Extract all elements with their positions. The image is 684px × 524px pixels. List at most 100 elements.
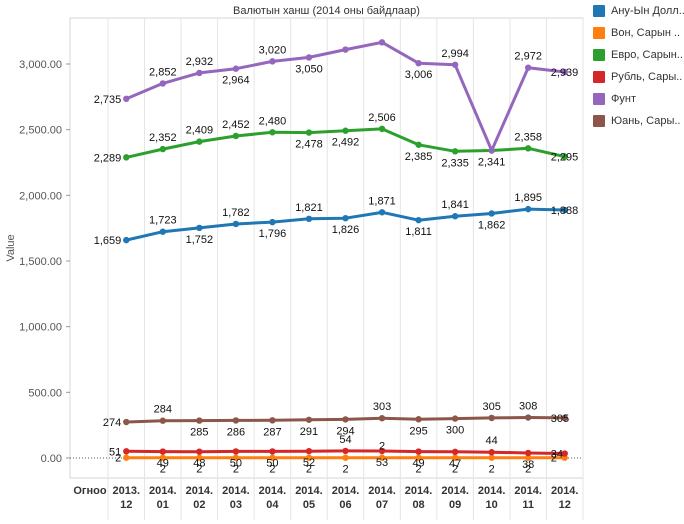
x-tick-label: 07 xyxy=(376,499,388,511)
data-point xyxy=(342,127,349,134)
data-point xyxy=(123,418,130,426)
data-label: 2 xyxy=(306,464,312,476)
data-label: 1,826 xyxy=(332,224,360,236)
data-point xyxy=(378,209,386,216)
data-label: 2 xyxy=(160,464,166,476)
x-tick-label: 2014. xyxy=(332,485,360,497)
data-point xyxy=(196,417,203,424)
legend-item[interactable]: Вон, Сарын .. xyxy=(590,22,684,44)
data-point xyxy=(342,447,349,455)
data-label: 2,852 xyxy=(149,66,177,78)
data-point xyxy=(232,220,240,228)
data-point xyxy=(488,449,495,456)
x-tick-label: 2014. xyxy=(295,485,323,497)
data-label: 49 xyxy=(412,458,424,470)
data-point xyxy=(123,454,130,461)
data-label: 3,006 xyxy=(405,69,433,81)
x-tick-label: 2014. xyxy=(368,485,396,497)
data-point xyxy=(378,125,386,133)
data-label: 48 xyxy=(193,458,205,470)
data-point xyxy=(415,416,422,423)
data-point xyxy=(415,454,422,461)
data-point xyxy=(561,414,568,422)
data-point xyxy=(342,214,349,222)
data-label: 1,895 xyxy=(514,192,542,204)
legend-item[interactable]: Евро, Сарын.. xyxy=(590,44,684,66)
data-point xyxy=(524,414,532,421)
data-point xyxy=(488,210,495,217)
data-point xyxy=(488,414,495,422)
data-label: 2 xyxy=(233,464,239,476)
data-label: 1,752 xyxy=(186,234,214,246)
data-point xyxy=(524,454,532,461)
data-point xyxy=(305,215,313,223)
data-point xyxy=(232,454,240,461)
x-tick-label: 2014. xyxy=(149,485,177,497)
y-tick-label: 1,000.00 xyxy=(19,322,62,334)
data-label: 1,862 xyxy=(478,219,506,231)
data-point xyxy=(232,132,240,140)
data-point xyxy=(524,64,532,71)
data-point xyxy=(196,224,203,232)
data-label: 2,506 xyxy=(368,112,396,124)
data-label: 1,659 xyxy=(94,235,122,247)
data-point xyxy=(269,454,276,461)
x-tick-label: 2014. xyxy=(441,485,469,497)
x-tick-label: 03 xyxy=(230,499,242,511)
x-tick-label: 02 xyxy=(193,499,205,511)
legend: Ану-Ын Долл.. Вон, Сарын .. Евро, Сарын.. Р… xyxy=(590,0,684,132)
data-label: 2 xyxy=(452,464,458,476)
data-label: 2 xyxy=(342,464,348,476)
legend-item[interactable]: Фунт xyxy=(590,88,684,110)
data-label: 305 xyxy=(482,401,500,413)
data-point xyxy=(415,448,422,455)
x-tick-label: 04 xyxy=(266,499,279,511)
data-point xyxy=(269,58,276,65)
data-point xyxy=(159,417,167,424)
data-point xyxy=(561,153,568,160)
data-point xyxy=(269,218,276,226)
data-point xyxy=(561,206,568,214)
data-label: 2 xyxy=(525,464,531,476)
data-label: 2,409 xyxy=(186,125,214,137)
x-tick-label: 2014. xyxy=(405,485,433,497)
data-label: 303 xyxy=(373,401,391,413)
data-label: 2 xyxy=(489,464,495,476)
data-point xyxy=(305,416,313,423)
data-point xyxy=(232,448,240,455)
x-tick-label: 12 xyxy=(120,499,132,511)
legend-swatch xyxy=(593,49,605,61)
y-tick-label: 0.00 xyxy=(41,453,62,465)
data-label: 52 xyxy=(303,457,315,469)
data-label: 2,295 xyxy=(551,152,579,164)
x-tick-label: 2014. xyxy=(186,485,214,497)
data-label: 1,871 xyxy=(368,195,396,207)
legend-item[interactable]: Юань, Сары.. xyxy=(590,110,684,132)
data-point xyxy=(123,154,130,161)
data-label: 50 xyxy=(230,457,242,469)
data-point xyxy=(196,454,203,461)
data-label: 49 xyxy=(157,458,169,470)
data-label: 2,452 xyxy=(222,119,250,131)
data-label: 291 xyxy=(300,426,318,438)
data-label: 1,821 xyxy=(295,202,323,214)
data-point xyxy=(159,448,167,455)
x-tick-label: 08 xyxy=(412,499,424,511)
data-label: 286 xyxy=(227,426,245,438)
legend-item[interactable]: Рубль, Сары.. xyxy=(590,66,684,88)
legend-item[interactable]: Ану-Ын Долл.. xyxy=(590,0,684,22)
legend-swatch xyxy=(593,93,605,105)
data-label: 44 xyxy=(486,435,498,447)
data-label: 2,492 xyxy=(332,137,360,149)
x-tick-label: 06 xyxy=(339,499,351,511)
data-point xyxy=(123,448,130,455)
data-point xyxy=(159,80,167,87)
data-label: 2,385 xyxy=(405,151,433,163)
data-point xyxy=(123,236,130,244)
data-point xyxy=(561,68,568,76)
data-point xyxy=(159,228,167,235)
data-label: 2,932 xyxy=(186,56,214,68)
data-point xyxy=(488,454,495,461)
data-point xyxy=(305,454,313,461)
data-label: 3,020 xyxy=(259,44,287,56)
